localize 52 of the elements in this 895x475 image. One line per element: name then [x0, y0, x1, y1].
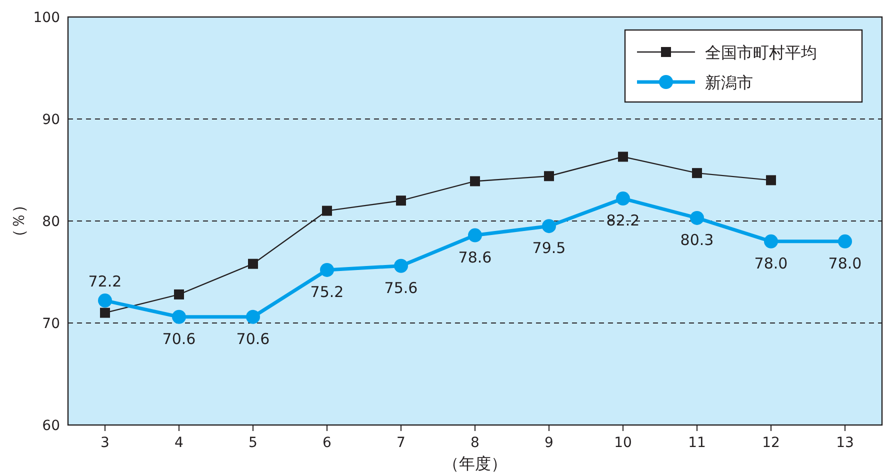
data-label: 79.5	[532, 239, 566, 258]
data-label: 70.6	[236, 330, 270, 348]
point	[764, 234, 778, 248]
data-label: 78.0	[828, 254, 862, 272]
point	[248, 258, 258, 269]
y-tick-label: 90	[42, 112, 60, 128]
point	[468, 228, 482, 242]
point	[618, 152, 628, 162]
legend-label: 新潟市	[705, 73, 753, 92]
x-tick-label: 8	[470, 435, 480, 451]
x-tick-label: 7	[396, 435, 406, 451]
y-tick-label: 100	[33, 10, 60, 26]
point	[544, 171, 554, 182]
point	[174, 289, 184, 300]
x-tick-label: 13	[836, 435, 854, 451]
point	[692, 168, 702, 178]
y-axis-title: （％）	[9, 197, 28, 245]
x-tick-label: 11	[688, 435, 706, 451]
point	[98, 294, 112, 308]
point	[322, 206, 332, 216]
x-tick-label: 5	[248, 435, 258, 451]
point	[470, 176, 480, 186]
data-label: 78.0	[754, 254, 788, 272]
data-label: 78.6	[458, 248, 492, 266]
x-tick-label: 4	[174, 435, 184, 451]
point	[616, 192, 630, 206]
point	[246, 310, 260, 324]
point	[838, 234, 852, 248]
data-label: 75.2	[310, 282, 344, 301]
point	[766, 175, 776, 186]
point	[320, 262, 334, 277]
data-label: 80.3	[680, 230, 714, 249]
data-label: 82.2	[606, 212, 640, 230]
data-label: 72.2	[88, 272, 122, 291]
x-tick-label: 3	[100, 435, 110, 451]
point	[396, 196, 406, 206]
x-axis-title: （年度）	[443, 454, 507, 473]
data-label: 70.6	[162, 330, 196, 348]
legend-label: 全国市町村平均	[705, 43, 817, 62]
point	[690, 210, 704, 225]
point	[100, 308, 110, 318]
x-tick-label: 6	[322, 435, 332, 451]
x-tick-label: 10	[614, 435, 632, 451]
data-label: 75.6	[384, 278, 418, 297]
x-tick-label: 9	[544, 435, 554, 451]
point	[172, 310, 186, 324]
y-tick-label: 80	[42, 214, 60, 230]
point	[394, 258, 408, 273]
y-tick-label: 60	[42, 418, 60, 434]
y-tick-label: 70	[42, 316, 60, 332]
x-tick-label: 12	[762, 435, 780, 451]
point	[542, 219, 556, 234]
